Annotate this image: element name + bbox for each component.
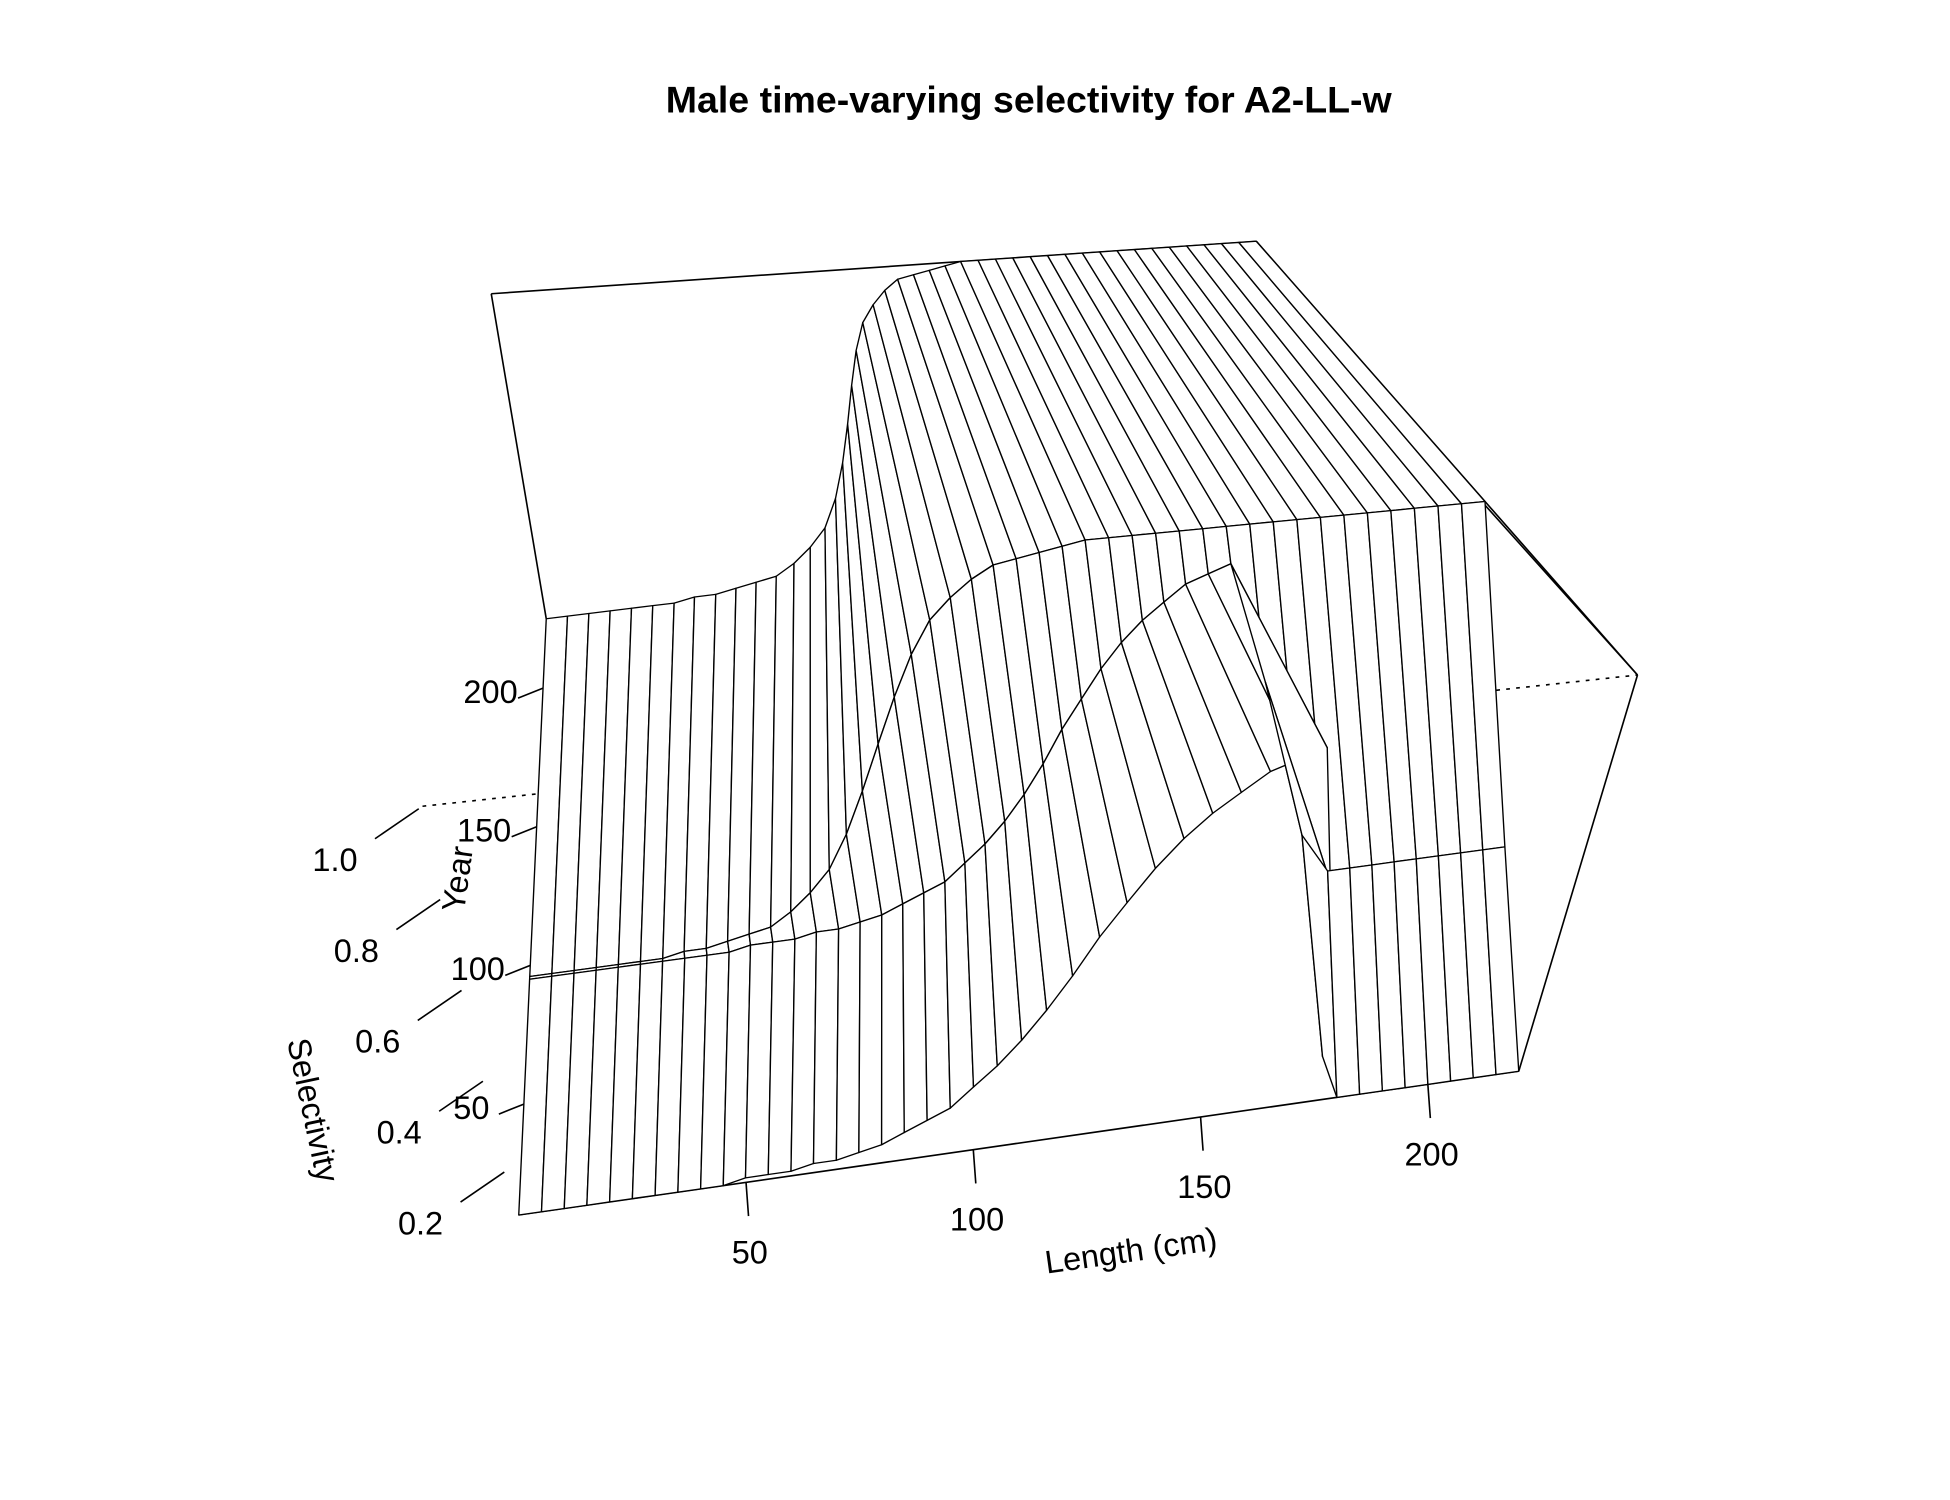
surface-facet — [1482, 846, 1520, 1076]
z-tick — [417, 989, 462, 1022]
y-tick — [517, 687, 544, 699]
box-edge — [1517, 674, 1639, 1072]
x-tick-label: 100 — [950, 1202, 1004, 1238]
y-tick-label: 150 — [457, 813, 511, 849]
z-tick — [374, 808, 420, 840]
chart-title: Male time-varying selectivity for A2-LL-… — [666, 78, 1393, 120]
z-tick-label: 0.8 — [334, 933, 379, 969]
surface-facet — [902, 892, 928, 1134]
z-tick-label: 0.4 — [377, 1115, 422, 1151]
x-tick-label: 200 — [1404, 1136, 1458, 1172]
z-tick — [395, 898, 441, 931]
x-tick — [1427, 1084, 1432, 1119]
y-tick — [504, 964, 531, 977]
y-tick-label: 200 — [463, 674, 517, 710]
x-tick — [1199, 1116, 1204, 1151]
surface-facet — [835, 921, 861, 1161]
surface-facet — [858, 914, 883, 1154]
z-tick-label: 1.0 — [312, 842, 357, 878]
x-tick — [745, 1182, 750, 1217]
z-tick-label: 0.6 — [355, 1024, 400, 1060]
box-edge — [490, 293, 548, 619]
x-tick-label: 150 — [1177, 1169, 1231, 1205]
y-tick-label: 100 — [451, 951, 505, 987]
x-tick-label: 50 — [732, 1234, 768, 1270]
surface-facet — [790, 931, 818, 1172]
y-tick — [498, 1103, 525, 1115]
z-tick — [438, 1080, 484, 1112]
surface-facet — [880, 903, 905, 1146]
y-tick — [511, 825, 537, 838]
surface-facet — [812, 928, 840, 1165]
box-edge — [1483, 503, 1639, 676]
x-tick — [972, 1149, 977, 1184]
z-tick-label: 0.2 — [398, 1205, 443, 1241]
y-tick-label: 50 — [453, 1090, 489, 1126]
z-tick — [460, 1171, 505, 1203]
surface-facet — [790, 546, 811, 913]
